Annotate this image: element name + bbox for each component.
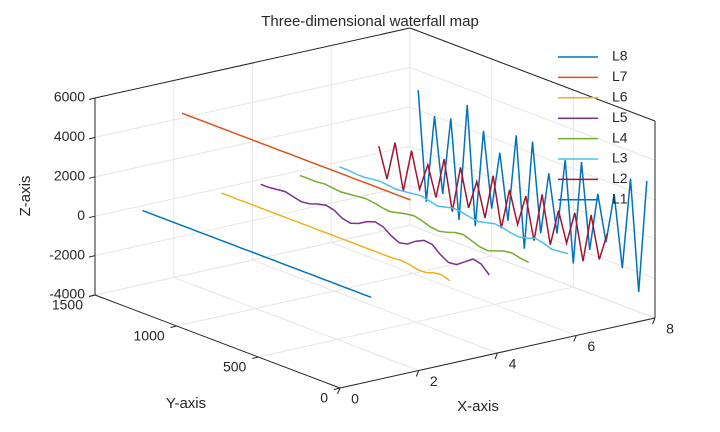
y-tick [333, 387, 341, 390]
series-line [142, 209, 372, 299]
x-tick-label: 8 [666, 321, 674, 337]
legend-label: L4 [612, 129, 628, 145]
x-tick-label: 0 [351, 391, 359, 407]
legend-label: L5 [612, 109, 628, 125]
x-tick-label: 4 [509, 356, 517, 372]
grid-line [94, 185, 411, 257]
grid-line [94, 224, 411, 296]
legend-label: L7 [612, 68, 628, 84]
grid-line [409, 224, 656, 319]
series-line [339, 166, 569, 255]
y-tick-label: 1500 [52, 297, 83, 313]
z-tick [88, 97, 96, 100]
y-tick-label: 1000 [134, 328, 165, 344]
x-axis [339, 317, 656, 389]
z-tick-label: -2000 [49, 246, 85, 262]
series-line [221, 192, 451, 282]
z-tick-label: 4000 [54, 128, 85, 144]
legend-label: L6 [612, 89, 628, 105]
grid-line [94, 66, 411, 138]
grid-line [258, 286, 574, 358]
series-line [181, 112, 411, 201]
series-line [378, 142, 609, 262]
grid-line [94, 106, 411, 178]
grid-line [252, 259, 498, 354]
legend-label: L8 [612, 48, 628, 64]
x-tick [415, 370, 420, 377]
y-axis-label: Y-axis [166, 395, 206, 412]
y-tick-label: 500 [223, 359, 247, 375]
x-tick [494, 352, 498, 360]
y-tick [252, 356, 259, 359]
legend-label: L2 [612, 170, 628, 186]
y-axis [94, 294, 341, 389]
x-tick-label: 2 [430, 373, 438, 389]
grid-line [331, 242, 577, 336]
series-line [299, 174, 530, 263]
z-tick-label: 0 [77, 207, 85, 223]
z-tick [88, 215, 96, 219]
grid-line [173, 277, 419, 371]
z-tick [88, 136, 96, 140]
grid-line [176, 255, 492, 327]
z-tick [88, 294, 96, 297]
x-tick [337, 387, 341, 395]
box-edge [409, 27, 656, 122]
chart-title: Three-dimensional waterfall map [261, 13, 479, 30]
z-axis-label: Z-axis [17, 176, 34, 217]
grid-line [94, 145, 411, 217]
x-tick-label: 6 [587, 338, 595, 354]
box-edge [94, 27, 411, 99]
series-line [260, 183, 490, 276]
z-tick-label: 6000 [54, 89, 85, 105]
grid-line [409, 66, 656, 161]
y-tick [170, 325, 177, 328]
x-tick [652, 317, 656, 325]
grid-line [409, 145, 656, 240]
z-tick [88, 176, 96, 179]
x-tick [573, 335, 577, 342]
legend-label: L3 [612, 150, 628, 166]
z-tick-label: -4000 [49, 286, 85, 302]
z-tick [88, 255, 96, 258]
z-tick-label: 2000 [54, 168, 85, 184]
x-axis-label: X-axis [457, 398, 499, 415]
legend-label: L1 [612, 191, 628, 207]
y-tick-label: 0 [320, 390, 328, 406]
